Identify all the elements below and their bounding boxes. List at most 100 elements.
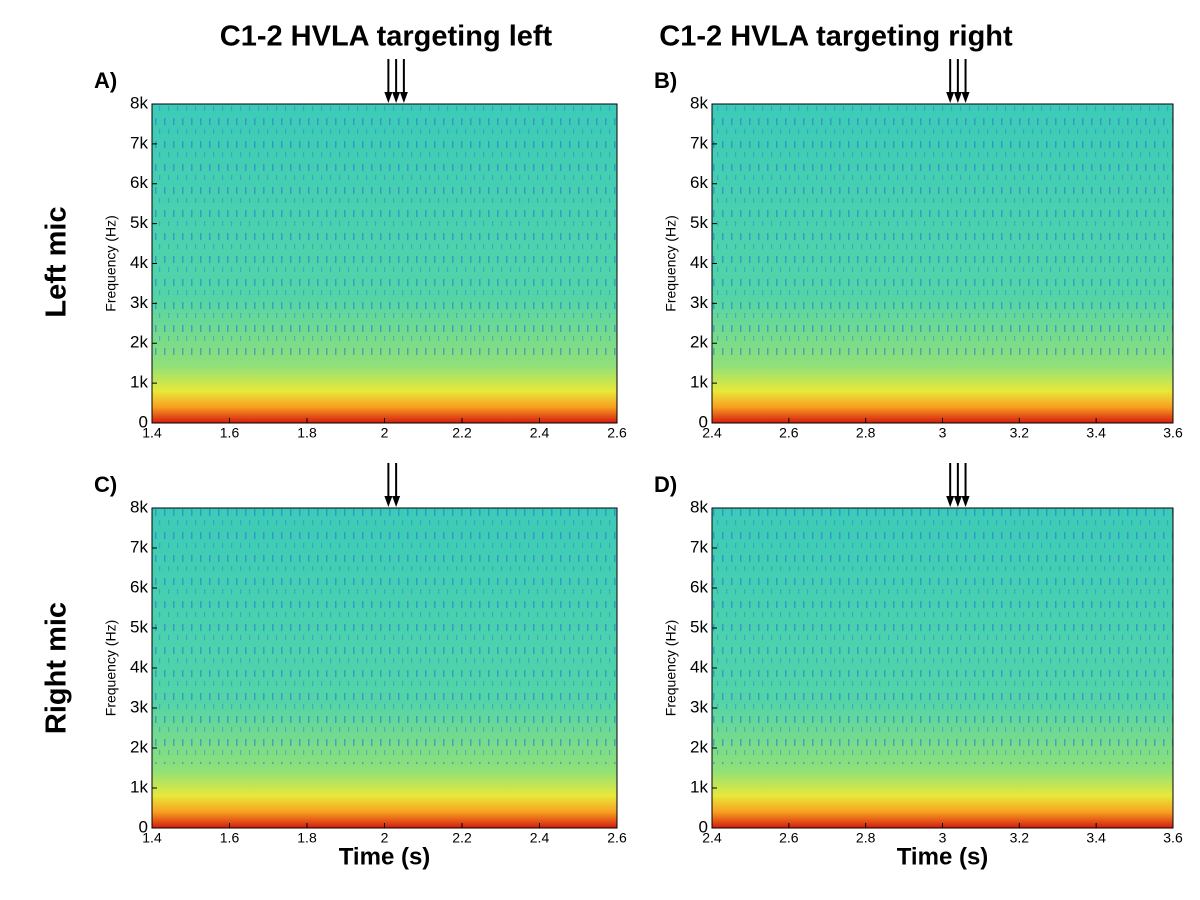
y-axis-label: Frequency (Hz) xyxy=(663,215,679,311)
spectrogram-noise xyxy=(152,104,617,360)
y-tick-label: 8k xyxy=(690,93,708,112)
event-arrow xyxy=(392,59,401,103)
arrow-head xyxy=(953,496,962,507)
y-tick-label: 0 xyxy=(699,817,708,836)
event-arrow xyxy=(384,463,393,507)
event-arrow xyxy=(953,463,962,507)
y-tick-label: 8k xyxy=(690,497,708,516)
y-tick-label: 4k xyxy=(130,657,148,676)
y-tick-label: 7k xyxy=(690,133,708,152)
x-axis-label: Time (s) xyxy=(897,843,989,870)
arrow-head xyxy=(399,92,408,103)
column-title: C1-2 HVLA targeting left xyxy=(220,21,553,53)
y-tick-label: 6k xyxy=(130,577,148,596)
y-tick-label: 2k xyxy=(130,737,148,756)
event-arrow xyxy=(961,463,970,507)
event-arrow xyxy=(384,59,393,103)
y-tick-label: 5k xyxy=(130,213,148,232)
y-tick-label: 4k xyxy=(690,253,708,272)
panel-label: C) xyxy=(94,472,117,497)
y-tick-label: 3k xyxy=(130,293,148,312)
spectrogram-noise xyxy=(712,104,1173,360)
panel-label: B) xyxy=(654,68,677,93)
event-arrow xyxy=(399,59,408,103)
event-arrow xyxy=(953,59,962,103)
y-tick-label: 5k xyxy=(130,617,148,636)
event-arrow xyxy=(392,463,401,507)
column-title: C1-2 HVLA targeting right xyxy=(659,21,1013,53)
y-tick-label: 4k xyxy=(130,253,148,272)
x-tick-label: 3.4 xyxy=(1086,425,1106,441)
arrow-head xyxy=(946,92,955,103)
y-axis-label: Frequency (Hz) xyxy=(103,620,119,716)
panel-label: D) xyxy=(654,472,677,497)
y-tick-label: 2k xyxy=(690,737,708,756)
x-tick-label: 3.6 xyxy=(1163,830,1183,846)
row-label: Left mic xyxy=(41,206,73,317)
x-tick-label: 2.6 xyxy=(779,425,799,441)
x-tick-label: 2.2 xyxy=(452,425,472,441)
x-tick-label: 2.2 xyxy=(452,830,472,846)
x-tick-label: 1.6 xyxy=(220,830,240,846)
x-tick-label: 1.4 xyxy=(142,830,162,846)
y-tick-label: 1k xyxy=(690,777,708,796)
x-tick-label: 3.6 xyxy=(1163,425,1183,441)
y-tick-label: 7k xyxy=(130,537,148,556)
arrow-head xyxy=(953,92,962,103)
x-tick-label: 2.4 xyxy=(702,830,722,846)
y-tick-label: 7k xyxy=(130,133,148,152)
y-tick-label: 6k xyxy=(690,577,708,596)
event-arrow xyxy=(946,59,955,103)
x-tick-label: 3 xyxy=(939,830,947,846)
y-tick-label: 3k xyxy=(690,697,708,716)
arrow-head xyxy=(384,496,393,507)
x-tick-label: 2.4 xyxy=(530,425,550,441)
y-tick-label: 5k xyxy=(690,617,708,636)
y-tick-label: 2k xyxy=(130,333,148,352)
arrow-head xyxy=(392,92,401,103)
arrow-head xyxy=(946,496,955,507)
y-tick-label: 8k xyxy=(130,93,148,112)
x-tick-label: 2.6 xyxy=(607,830,627,846)
y-tick-label: 1k xyxy=(690,373,708,392)
y-tick-label: 5k xyxy=(690,213,708,232)
spectrogram-noise xyxy=(152,508,617,764)
x-tick-label: 1.8 xyxy=(297,830,317,846)
row-label: Right mic xyxy=(41,602,73,734)
x-tick-label: 3.4 xyxy=(1086,830,1106,846)
arrow-head xyxy=(392,496,401,507)
x-tick-label: 2 xyxy=(381,830,389,846)
y-axis-label: Frequency (Hz) xyxy=(103,215,119,311)
y-tick-label: 6k xyxy=(690,173,708,192)
event-arrow xyxy=(946,463,955,507)
event-arrow xyxy=(961,59,970,103)
arrow-head xyxy=(384,92,393,103)
x-tick-label: 1.6 xyxy=(220,425,240,441)
y-tick-label: 3k xyxy=(130,697,148,716)
y-tick-label: 8k xyxy=(130,497,148,516)
y-tick-label: 0 xyxy=(139,412,148,431)
x-tick-label: 2.4 xyxy=(702,425,722,441)
x-tick-label: 3.2 xyxy=(1010,425,1030,441)
x-tick-label: 2.8 xyxy=(856,425,876,441)
arrow-head xyxy=(961,92,970,103)
x-tick-label: 3.2 xyxy=(1010,830,1030,846)
x-tick-label: 2.4 xyxy=(530,830,550,846)
x-tick-label: 2.6 xyxy=(779,830,799,846)
y-axis-label: Frequency (Hz) xyxy=(663,620,679,716)
x-tick-label: 2 xyxy=(381,425,389,441)
spectrogram-noise xyxy=(712,508,1173,764)
y-tick-label: 4k xyxy=(690,657,708,676)
x-tick-label: 1.4 xyxy=(142,425,162,441)
x-tick-label: 3 xyxy=(939,425,947,441)
x-tick-label: 1.8 xyxy=(297,425,317,441)
y-tick-label: 0 xyxy=(699,412,708,431)
y-tick-label: 3k xyxy=(690,293,708,312)
arrow-head xyxy=(961,496,970,507)
x-tick-label: 2.8 xyxy=(856,830,876,846)
x-axis-label: Time (s) xyxy=(339,843,431,870)
y-tick-label: 7k xyxy=(690,537,708,556)
y-tick-label: 6k xyxy=(130,173,148,192)
y-tick-label: 0 xyxy=(139,817,148,836)
